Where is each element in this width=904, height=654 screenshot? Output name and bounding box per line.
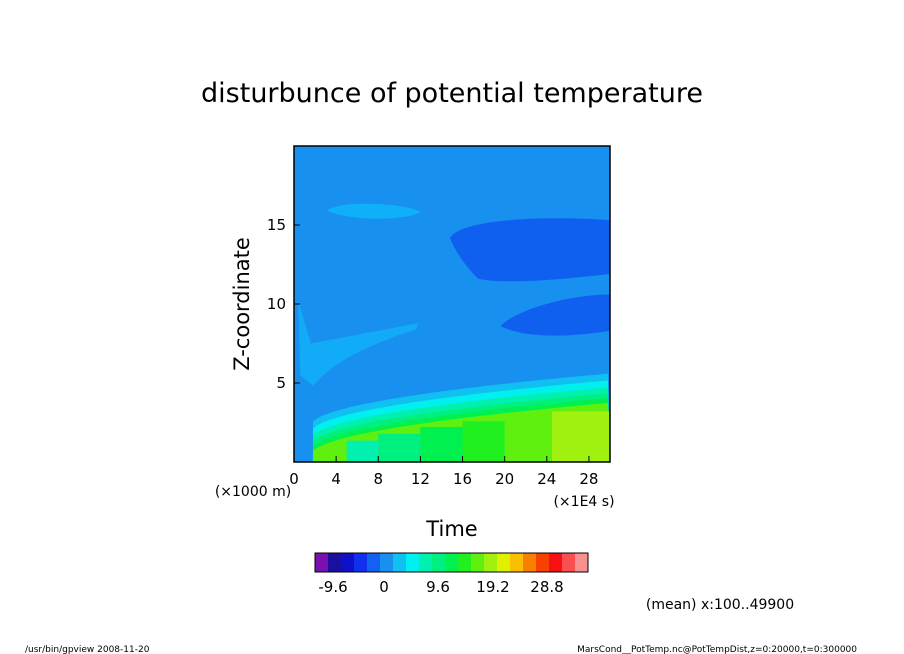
x-axis-label: Time bbox=[425, 517, 477, 541]
colorbar-swatch bbox=[497, 553, 511, 572]
y-tick-label: 15 bbox=[267, 216, 286, 234]
colorbar-swatch bbox=[367, 553, 381, 572]
mean-note: (mean) x:100..49900 bbox=[646, 597, 794, 613]
colorbar-swatch bbox=[393, 553, 407, 572]
x-unit-label: (×1E4 s) bbox=[553, 494, 614, 510]
colorbar-swatch bbox=[380, 553, 394, 572]
colorbar-swatch bbox=[536, 553, 550, 572]
colorbar-swatch bbox=[341, 553, 355, 572]
colorbar-frame bbox=[314, 552, 589, 573]
colorbar-swatch bbox=[484, 553, 498, 572]
footer-right: MarsCond__PotTemp.nc@PotTempDist,z=0:200… bbox=[577, 645, 857, 654]
field-cell bbox=[420, 426, 464, 462]
field-cell bbox=[504, 416, 553, 462]
y-tick-label: 10 bbox=[267, 295, 286, 313]
colorbar: -9.6 0 9.6 19.2 28.8 bbox=[314, 552, 589, 596]
colorbar-tick-label: 28.8 bbox=[530, 578, 563, 596]
field-cell bbox=[552, 411, 611, 462]
colorbar-swatch bbox=[575, 553, 589, 572]
y-axis-label: Z-coordinate bbox=[230, 237, 254, 371]
x-tick-label: 28 bbox=[579, 470, 598, 488]
field-cell bbox=[346, 440, 379, 462]
field-bubble bbox=[327, 203, 421, 219]
field-lower-lobe bbox=[500, 294, 610, 336]
colorbar-swatch bbox=[523, 553, 537, 572]
x-tick-label: 24 bbox=[537, 470, 556, 488]
x-tick-label: 4 bbox=[331, 470, 341, 488]
colorbar-swatch bbox=[445, 553, 459, 572]
colorbar-tick-label: 9.6 bbox=[426, 578, 450, 596]
y-tick-label: 5 bbox=[276, 374, 286, 392]
colorbar-tick-label: 0 bbox=[379, 578, 389, 596]
field-cell bbox=[462, 421, 506, 462]
x-tick-label: 12 bbox=[411, 470, 430, 488]
colorbar-tick-label: -9.6 bbox=[318, 578, 347, 596]
colorbar-swatch bbox=[510, 553, 524, 572]
colorbar-swatch bbox=[432, 553, 446, 572]
field-plume bbox=[298, 300, 419, 387]
plot-area bbox=[293, 145, 611, 463]
x-tick-label: 20 bbox=[495, 470, 514, 488]
colorbar-swatch bbox=[315, 553, 329, 572]
x-tick-label: 0 bbox=[289, 470, 299, 488]
footer-left: /usr/bin/gpview 2008-11-20 bbox=[25, 645, 150, 654]
x-tick-label: 16 bbox=[453, 470, 472, 488]
colorbar-swatch bbox=[549, 553, 563, 572]
colorbar-swatch bbox=[328, 553, 342, 572]
colorbar-swatch bbox=[458, 553, 472, 572]
x-axis: 0 4 8 12 16 20 24 28 bbox=[289, 456, 598, 488]
y-axis: 5 10 15 bbox=[267, 216, 300, 392]
x-tick-label: 8 bbox=[373, 470, 383, 488]
colorbar-swatch bbox=[406, 553, 420, 572]
colorbar-swatch bbox=[419, 553, 433, 572]
colorbar-tick-label: 19.2 bbox=[476, 578, 509, 596]
colorbar-swatch bbox=[354, 553, 368, 572]
colorbar-swatch bbox=[471, 553, 485, 572]
field-upper-lobe bbox=[449, 218, 610, 282]
colorbar-swatch bbox=[562, 553, 576, 572]
chart-title: disturbunce of potential temperature bbox=[201, 78, 703, 109]
field-cell bbox=[378, 433, 421, 462]
y-unit-label: (×1000 m) bbox=[215, 484, 291, 500]
